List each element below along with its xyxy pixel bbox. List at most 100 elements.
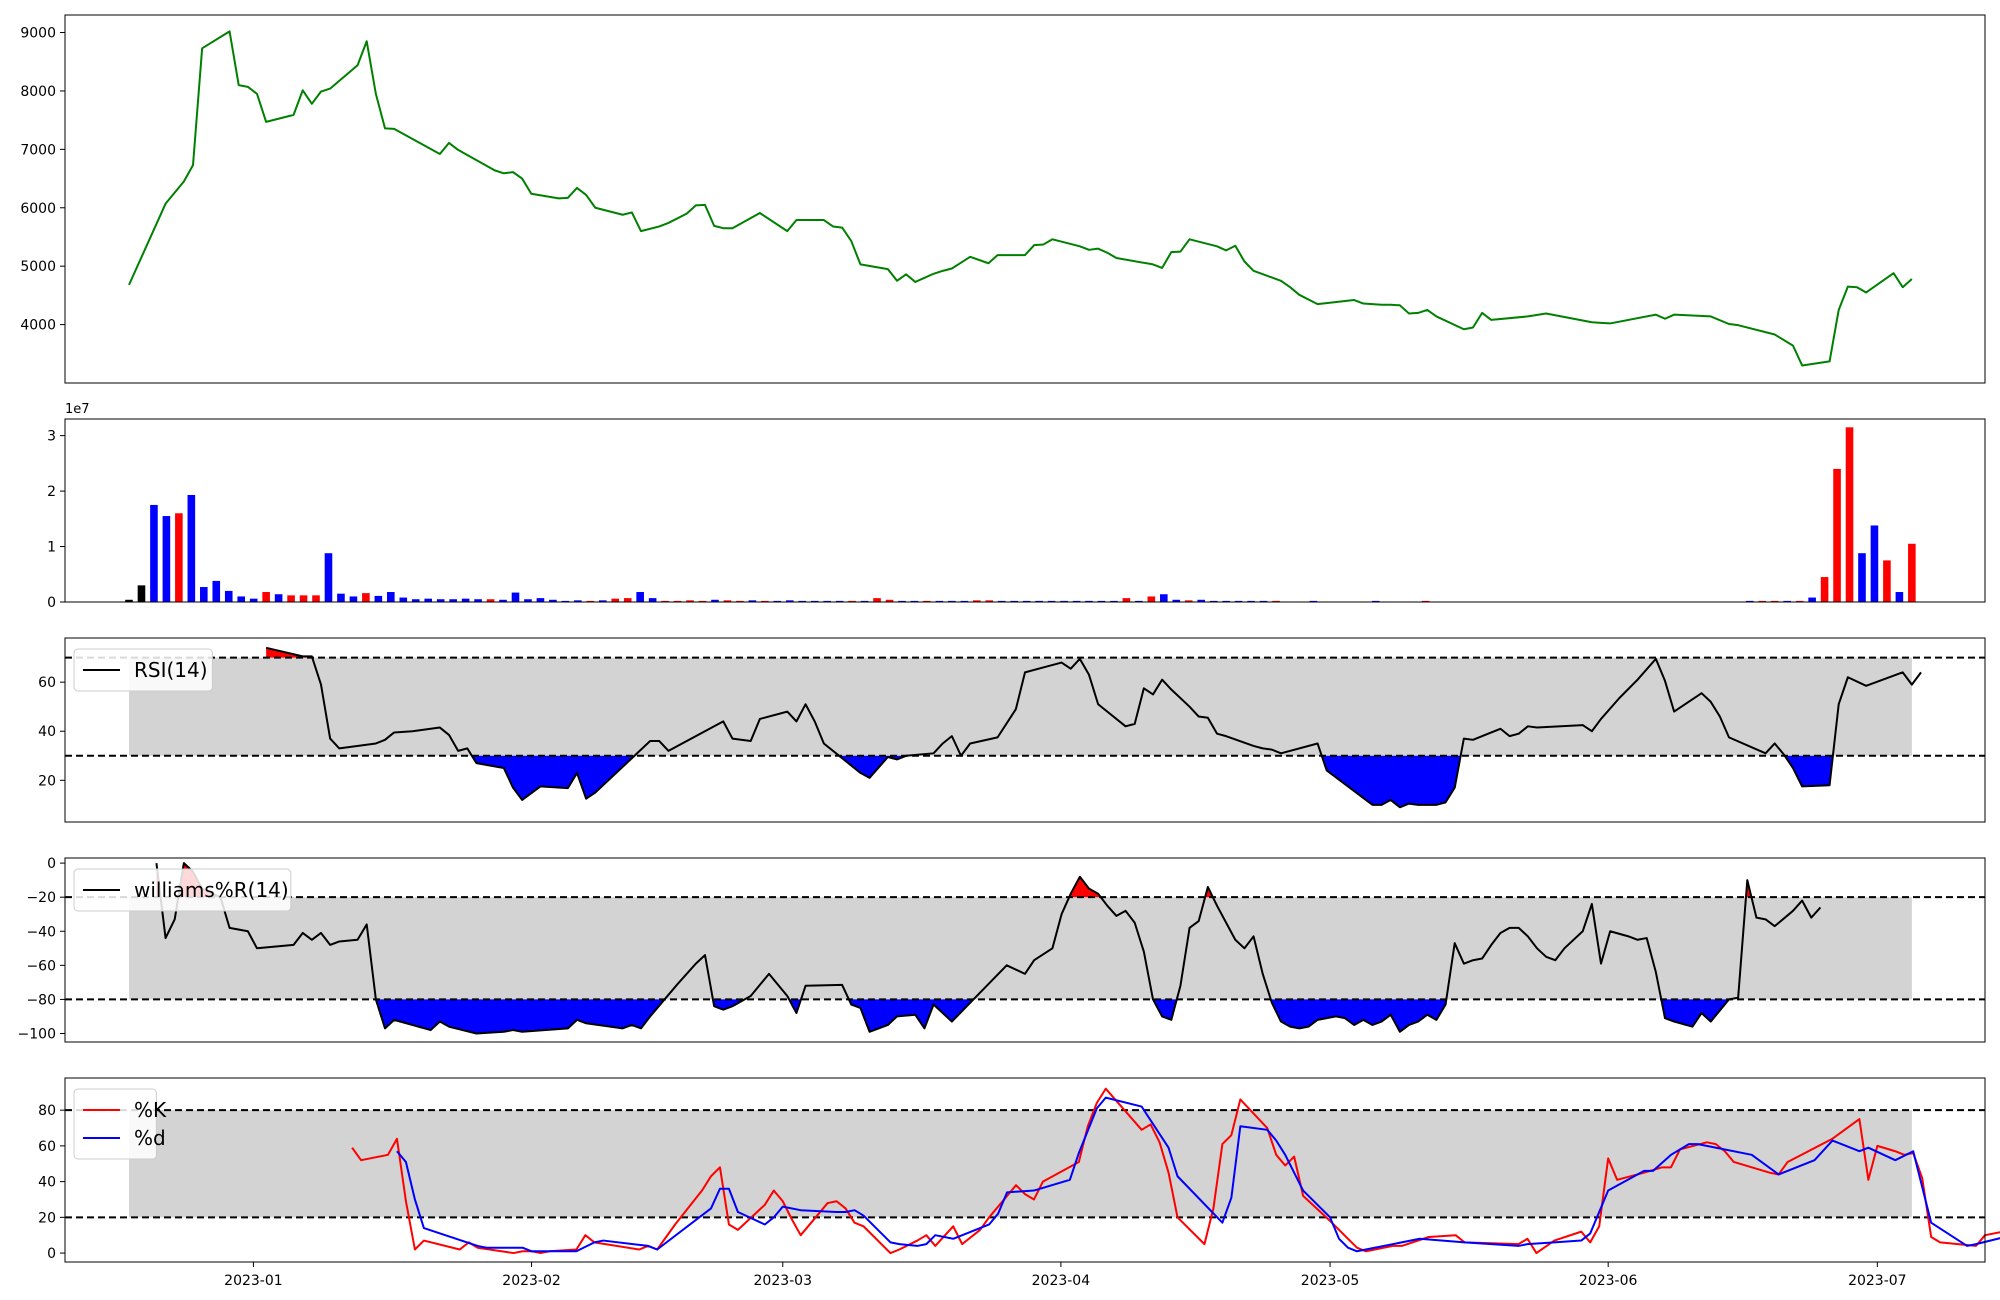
volume-bar-15 bbox=[312, 595, 320, 602]
volume-bar-39 bbox=[611, 598, 620, 602]
volume-bar-63 bbox=[910, 600, 919, 602]
volume-bar-2 bbox=[150, 504, 158, 602]
volume-bar-61 bbox=[885, 599, 894, 602]
volume-bar-4 bbox=[175, 513, 183, 602]
x-tick-label-1: 2023-02 bbox=[502, 1273, 561, 1289]
volume-bar-12 bbox=[274, 594, 283, 602]
volume-bar-22 bbox=[399, 597, 408, 602]
volume-bar-6 bbox=[200, 587, 208, 602]
williams-r-ytick-label-3: −60 bbox=[26, 958, 56, 974]
williams-r-oversold-fill-3 bbox=[848, 999, 974, 1032]
volume-bar-49 bbox=[736, 600, 744, 602]
chart-panels: 40005000600070008000900001231e7204060RSI… bbox=[18, 14, 2000, 1289]
volume-bar-48 bbox=[723, 600, 732, 602]
stoch-d-line bbox=[396, 1096, 2000, 1253]
volume-bar-56 bbox=[823, 600, 831, 602]
williams-r-ytick-label-1: −20 bbox=[26, 890, 56, 906]
volume-bar-79 bbox=[1110, 600, 1118, 602]
volume-bar-67 bbox=[960, 600, 969, 602]
rsi-legend-label-0: RSI(14) bbox=[134, 658, 208, 682]
rsi-ytick-label-2: 60 bbox=[38, 675, 56, 691]
volume-bar-106 bbox=[1870, 525, 1879, 602]
volume-bar-25 bbox=[436, 599, 445, 602]
volume-bar-102 bbox=[1820, 577, 1829, 602]
volume-bar-70 bbox=[997, 600, 1006, 602]
volume-bar-29 bbox=[486, 599, 495, 602]
volume-bar-42 bbox=[648, 598, 657, 602]
volume-bar-50 bbox=[748, 600, 757, 602]
volume-bar-103 bbox=[1833, 468, 1841, 602]
price-ytick-label-3: 7000 bbox=[20, 142, 56, 158]
williams-r-oversold-fill-4 bbox=[1153, 999, 1177, 1020]
price-panel-frame bbox=[64, 14, 1986, 384]
volume-bar-66 bbox=[948, 600, 956, 602]
williams-r-ytick-label-5: −100 bbox=[18, 1026, 56, 1042]
volume-bar-5 bbox=[187, 494, 196, 602]
volume-bar-108 bbox=[1895, 592, 1904, 602]
price-ytick-label-5: 9000 bbox=[20, 26, 56, 42]
volume-bar-58 bbox=[848, 600, 856, 602]
stochastic-legend-label-0: %K bbox=[134, 1098, 167, 1122]
williams-r-oversold-fill-2 bbox=[789, 999, 801, 1014]
rsi-oversold-fill-1 bbox=[839, 755, 907, 778]
rsi-ytick-label-0: 20 bbox=[38, 773, 56, 789]
williams-r-panel-frame bbox=[64, 857, 1986, 1043]
volume-bar-53 bbox=[785, 600, 794, 602]
williams-r-legend-box bbox=[73, 868, 292, 912]
volume-bar-82 bbox=[1147, 596, 1156, 602]
volume-bar-40 bbox=[623, 598, 632, 602]
rsi-oversold-fill-0 bbox=[471, 755, 635, 800]
volume-bar-34 bbox=[549, 599, 557, 602]
volume-bar-85 bbox=[1184, 600, 1193, 602]
volume-bar-41 bbox=[636, 592, 644, 602]
rsi-overbought-fill-0 bbox=[266, 647, 313, 658]
stochastic-legend-box bbox=[73, 1088, 157, 1160]
volume-bar-11 bbox=[262, 592, 270, 602]
volume-bar-30 bbox=[499, 599, 507, 602]
volume-bar-38 bbox=[598, 600, 607, 602]
stochastic-neutral-band bbox=[129, 1110, 1912, 1218]
rsi-line bbox=[265, 646, 1922, 809]
volume-bar-91 bbox=[1259, 600, 1268, 602]
rsi-oversold-fill-3 bbox=[1784, 755, 1833, 787]
stochastic-panel-frame bbox=[64, 1077, 1986, 1263]
volume-bar-76 bbox=[1072, 600, 1081, 602]
price-panel: 4000 5000 6000 7000 8000 9000 bbox=[20, 14, 1986, 384]
stochastic-ytick-label-2: 40 bbox=[38, 1175, 56, 1191]
volume-bar-37 bbox=[586, 600, 595, 602]
volume-bar-65 bbox=[935, 600, 944, 602]
volume-panel-frame bbox=[64, 418, 1986, 603]
volume-bar-60 bbox=[873, 598, 881, 602]
volume-bar-87 bbox=[1209, 600, 1218, 602]
volume-bar-3 bbox=[162, 516, 171, 602]
volume-bar-62 bbox=[898, 600, 906, 602]
volume-bar-92 bbox=[1272, 600, 1280, 602]
volume-scale-label: 1e7 bbox=[65, 402, 90, 417]
rsi-neutral-band bbox=[129, 657, 1912, 756]
x-tick-label-2: 2023-03 bbox=[754, 1273, 813, 1289]
volume-bar-84 bbox=[1172, 599, 1181, 602]
rsi-oversold-fill-2 bbox=[1321, 755, 1461, 808]
williams-r-line bbox=[155, 862, 1822, 1035]
williams-r-panel: 0 −20 −40 −60 −80 −100 williams%R(14) bbox=[18, 856, 1986, 1043]
volume-bar-69 bbox=[985, 600, 994, 602]
volume-bar-52 bbox=[773, 600, 782, 602]
rsi-ytick-label-1: 40 bbox=[38, 724, 56, 740]
volume-bar-21 bbox=[387, 592, 395, 602]
volume-bar-105 bbox=[1858, 553, 1866, 602]
price-ytick-label-2: 6000 bbox=[20, 201, 56, 217]
stochastic-legend-label-1: %d bbox=[134, 1126, 166, 1150]
volume-bar-97 bbox=[1758, 600, 1767, 602]
volume-ytick-label-2: 2 bbox=[47, 484, 56, 500]
volume-bar-46 bbox=[698, 600, 707, 602]
x-tick-label-5: 2023-06 bbox=[1579, 1273, 1638, 1289]
volume-bar-75 bbox=[1060, 600, 1068, 602]
williams-r-neutral-band bbox=[129, 897, 1912, 1000]
volume-bar-77 bbox=[1085, 600, 1093, 602]
volume-bar-93 bbox=[1309, 600, 1318, 602]
x-tick-label-0: 2023-01 bbox=[224, 1273, 283, 1289]
volume-bar-59 bbox=[860, 600, 869, 602]
volume-bar-33 bbox=[536, 598, 545, 602]
stochastic-panel: 0 20 40 60 80 %K %d 2023-01 2023-02 2023-03 2023-0… bbox=[38, 1077, 2000, 1289]
